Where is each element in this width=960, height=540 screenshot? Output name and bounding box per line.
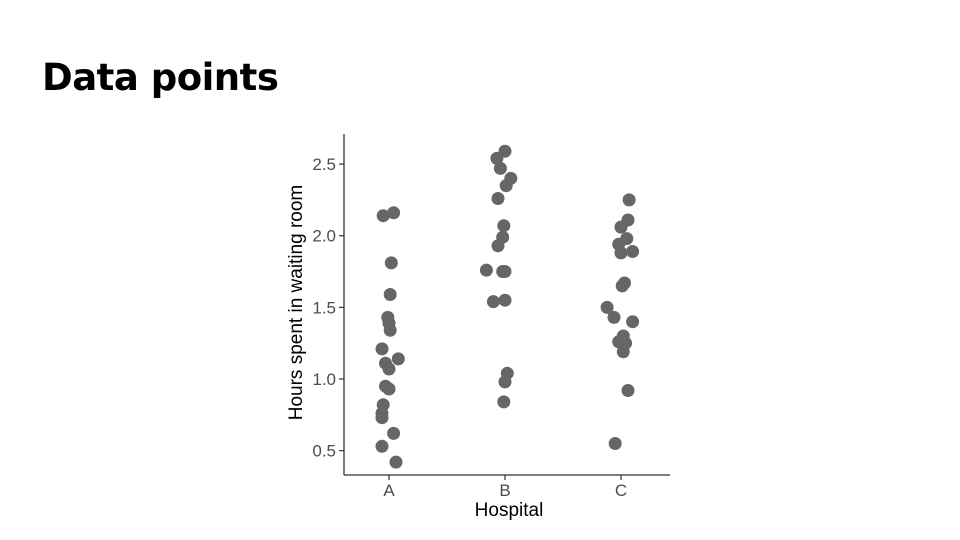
data-point <box>383 323 397 337</box>
y-tick-label: 1.5 <box>312 298 336 317</box>
data-point <box>382 362 396 376</box>
data-point <box>387 206 401 220</box>
data-point <box>375 342 389 356</box>
data-point <box>384 256 398 270</box>
data-point <box>375 439 389 453</box>
data-point <box>622 193 636 207</box>
data-point <box>608 437 622 450</box>
data-point <box>614 246 628 260</box>
data-point <box>383 288 397 301</box>
data-point <box>391 352 405 366</box>
x-axis-title: Hospital <box>475 500 544 521</box>
x-axis-ticks: A B C <box>383 475 627 500</box>
x-tick-label: C <box>615 481 627 500</box>
slide-title: Data points <box>42 56 279 99</box>
y-tick-label: 0.5 <box>312 442 336 461</box>
data-point <box>375 411 389 425</box>
y-tick-label: 1.0 <box>312 370 336 389</box>
y-axis-title: Hours spent in waiting room <box>286 185 307 421</box>
data-point <box>490 151 504 165</box>
data-point <box>491 239 505 253</box>
data-point <box>387 426 401 440</box>
data-point <box>600 300 614 314</box>
data-point <box>626 315 640 329</box>
data-point <box>479 263 493 277</box>
data-point <box>614 220 628 234</box>
data-point <box>615 279 629 293</box>
data-point <box>376 209 390 223</box>
x-tick-label: A <box>383 481 395 500</box>
data-point <box>493 161 507 175</box>
data-point <box>497 395 511 409</box>
data-point <box>491 192 505 205</box>
data-points <box>375 144 640 469</box>
y-tick-label: 2.5 <box>312 155 336 174</box>
data-point <box>486 295 500 309</box>
y-axis-ticks: 0.5 1.0 1.5 2.0 2.5 <box>312 155 344 461</box>
data-point <box>626 245 640 258</box>
x-tick-label: B <box>499 481 510 500</box>
data-point <box>498 265 512 278</box>
data-point <box>499 179 513 193</box>
data-point <box>616 345 630 359</box>
data-point <box>498 375 512 389</box>
data-point <box>607 310 621 324</box>
data-point <box>497 219 511 233</box>
data-point <box>498 293 512 307</box>
y-tick-label: 2.0 <box>312 227 336 246</box>
chart-axes <box>343 134 670 476</box>
data-point <box>382 382 396 396</box>
data-point <box>621 384 635 397</box>
data-point <box>389 455 403 469</box>
